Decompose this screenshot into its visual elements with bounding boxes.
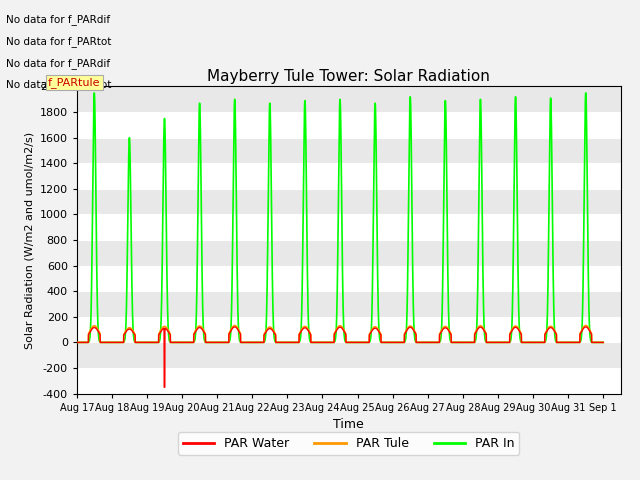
X-axis label: Time: Time: [333, 418, 364, 431]
Bar: [77, 86, 621, 112]
Text: No data for f_PARtot: No data for f_PARtot: [6, 36, 112, 47]
Bar: [77, 291, 621, 317]
Bar: [77, 163, 621, 189]
Bar: [77, 215, 621, 240]
Legend: PAR Water, PAR Tule, PAR In: PAR Water, PAR Tule, PAR In: [178, 432, 520, 455]
Bar: [77, 368, 621, 394]
Bar: [77, 138, 621, 163]
Bar: [77, 265, 621, 291]
Text: No data for f_PARtot: No data for f_PARtot: [6, 79, 112, 90]
Bar: [77, 240, 621, 265]
Text: No data for f_PARdif: No data for f_PARdif: [6, 14, 111, 25]
Title: Mayberry Tule Tower: Solar Radiation: Mayberry Tule Tower: Solar Radiation: [207, 69, 490, 84]
Y-axis label: Solar Radiation (W/m2 and umol/m2/s): Solar Radiation (W/m2 and umol/m2/s): [24, 132, 34, 348]
Bar: [77, 189, 621, 215]
Text: f_PARtule: f_PARtule: [48, 77, 100, 88]
Bar: [77, 317, 621, 342]
Bar: [77, 112, 621, 138]
Bar: [77, 342, 621, 368]
Text: No data for f_PARdif: No data for f_PARdif: [6, 58, 111, 69]
